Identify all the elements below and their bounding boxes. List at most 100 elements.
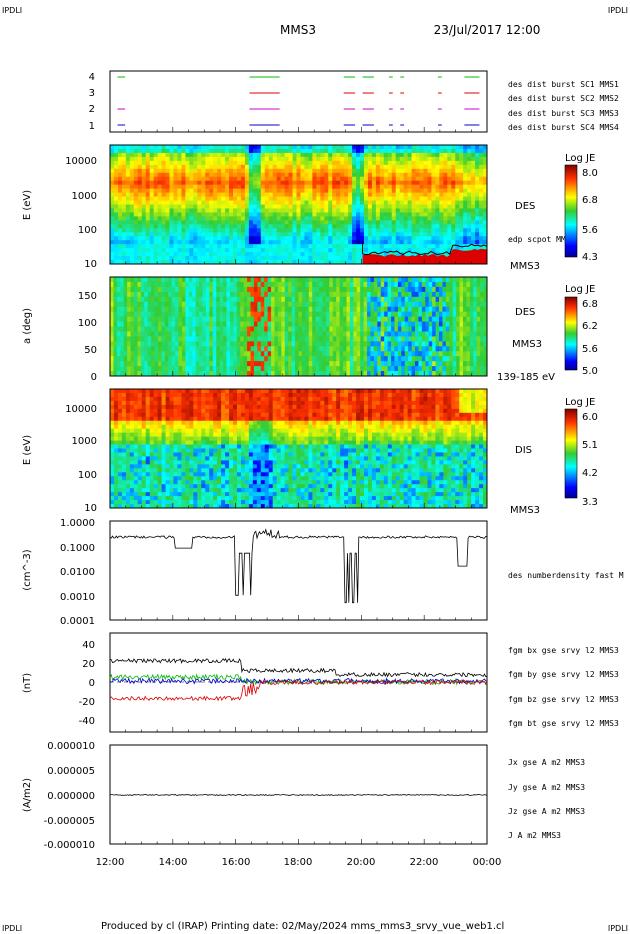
spectrogram-cell: [379, 180, 385, 186]
spectrogram-cell: [320, 188, 325, 193]
spectrogram-cell: [281, 306, 286, 313]
spectrogram-cell: [248, 240, 254, 245]
spectrogram-cell: [240, 316, 245, 322]
spectrogram-cell: [340, 172, 345, 178]
spectrogram-cell: [240, 212, 246, 217]
spectrogram-cell: [340, 236, 345, 241]
spectrogram-cell: [123, 331, 128, 337]
y-tick-label: 4: [89, 72, 95, 83]
spectrogram-cell: [113, 164, 119, 170]
spectrogram-cell: [483, 240, 488, 245]
spectrogram-cell: [240, 277, 245, 283]
spectrogram-cell: [171, 366, 176, 372]
spectrogram-cell: [312, 232, 317, 237]
spectrogram-cell: [328, 216, 333, 221]
spectrogram-cell: [463, 148, 468, 154]
spectrogram-cell: [349, 331, 354, 337]
spectrogram-cell: [133, 196, 139, 201]
spectrogram-cell: [340, 184, 345, 190]
spectrogram-cell: [312, 331, 317, 337]
spectrogram-cell: [199, 371, 203, 377]
spectrogram-cell: [322, 341, 327, 347]
spectrogram-cell: [229, 200, 234, 205]
spectrogram-cell: [268, 196, 274, 201]
spectrogram-cell: [352, 244, 357, 249]
spectrogram-cell: [221, 208, 226, 213]
spectrogram-cell: [336, 346, 341, 352]
spectrogram-cell: [284, 240, 289, 245]
spectrogram-cell: [268, 244, 274, 249]
spectrogram-cell: [300, 192, 305, 197]
spectrogram-cell: [171, 296, 176, 303]
spectrogram-cell: [391, 351, 395, 357]
spectrogram-cell: [298, 356, 303, 362]
spectrogram-cell: [217, 216, 222, 221]
spectrogram-cell: [415, 301, 419, 308]
spectrogram-cell: [391, 281, 395, 288]
spectrogram-cell: [260, 286, 265, 293]
spectrogram-cell: [375, 228, 381, 233]
spectrogram-cell: [456, 346, 460, 352]
spectrogram-cell: [340, 168, 345, 174]
spectrogram-cell: [250, 341, 255, 347]
spectrogram-cell: [173, 204, 178, 209]
spectrogram-cell: [145, 244, 151, 249]
spectrogram-cell: [221, 164, 226, 170]
spectrogram-cell: [377, 351, 382, 357]
spectrogram-cell: [316, 152, 321, 158]
spectrogram-cell: [411, 224, 416, 229]
spectrogram-cell: [199, 336, 203, 342]
spectrogram-cell: [363, 281, 368, 288]
spectrogram-cell: [113, 336, 118, 342]
spectrogram-cell: [442, 306, 447, 313]
spectrogram-cell: [479, 228, 484, 233]
spectrogram-cell: [165, 168, 170, 174]
spectrogram-cell: [363, 301, 368, 308]
spectrogram-cell: [298, 281, 303, 288]
spectrogram-cell: [202, 286, 207, 293]
spectrogram-cell: [328, 148, 333, 154]
spectrogram-cell: [221, 212, 226, 217]
spectrogram-cell: [301, 326, 306, 332]
spectrogram-cell: [356, 291, 361, 298]
spectrogram-cell: [308, 188, 313, 193]
spectrogram-cell: [133, 346, 138, 352]
spectrogram-cell: [202, 351, 207, 357]
spectrogram-cell: [418, 277, 423, 283]
spectrogram-cell: [291, 341, 296, 347]
spectrogram-cell: [209, 277, 214, 283]
spectrogram-cell: [151, 281, 155, 288]
spectrogram-cell: [435, 341, 440, 347]
spectrogram-cell: [471, 232, 476, 237]
spectrogram-cell: [209, 220, 214, 225]
spectrogram-cell: [209, 184, 214, 190]
spectrogram-cell: [169, 184, 174, 190]
spectrogram-cell: [209, 326, 214, 332]
colorbar-title: Log JE: [565, 153, 595, 164]
spectrogram-cell: [276, 244, 282, 249]
spectrogram-cell: [181, 152, 186, 158]
spectrogram-cell: [425, 311, 430, 317]
spectrogram-cell: [435, 281, 440, 288]
spectrogram-cell: [164, 331, 169, 337]
spectrogram-cell: [456, 356, 460, 362]
spectrogram-cell: [145, 148, 151, 154]
spectrogram-cell: [445, 316, 450, 322]
spectrogram-cell: [165, 152, 170, 158]
spectrogram-cell: [229, 336, 234, 342]
spectrogram-cell: [415, 240, 420, 245]
spectrogram-cell: [153, 148, 159, 154]
spectrogram-cell: [264, 164, 270, 170]
spectrogram-cell: [201, 208, 206, 213]
spectrogram-cell: [316, 188, 321, 193]
spectrogram-cell: [322, 306, 327, 313]
spectrogram-cell: [352, 164, 357, 170]
spectrogram-cell: [455, 148, 460, 154]
spectrogram-cell: [133, 156, 139, 162]
spectrogram-cell: [120, 277, 125, 283]
spectrogram-cell: [169, 220, 174, 225]
spectrogram-cell: [367, 180, 373, 186]
spectrogram-cell: [308, 240, 313, 245]
spectrogram-cell: [195, 371, 200, 377]
spectrogram-cell: [312, 256, 317, 261]
